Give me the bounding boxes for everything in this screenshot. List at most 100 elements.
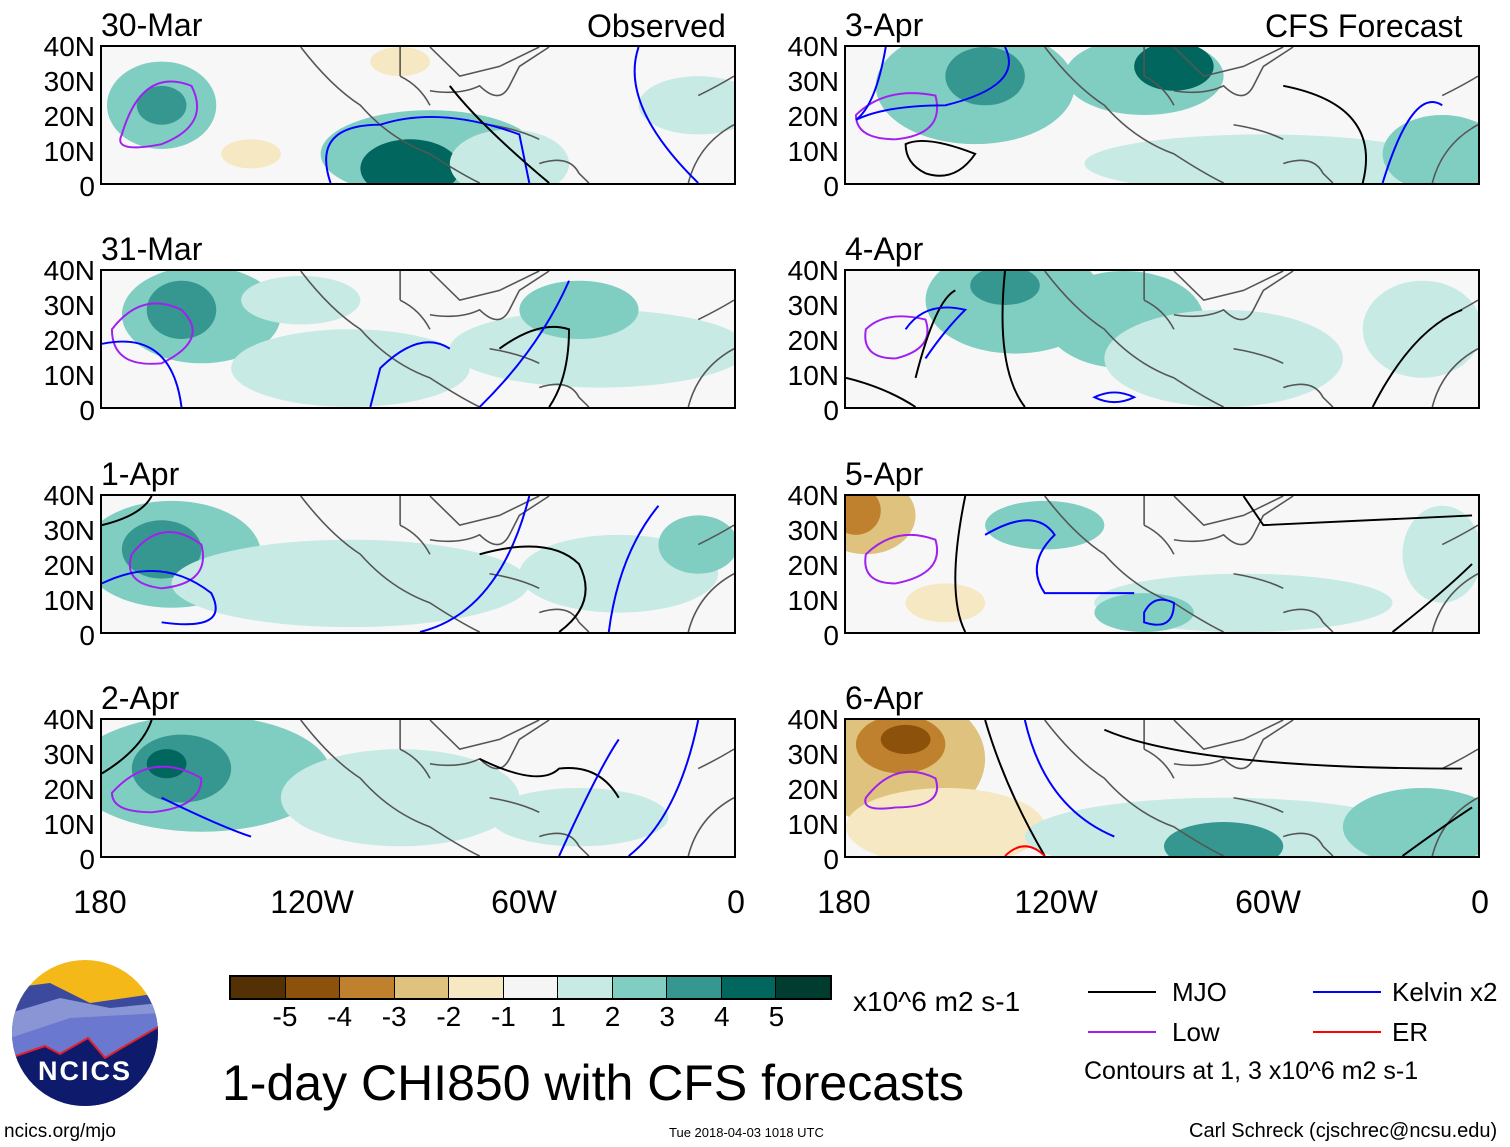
- anomaly-region: [449, 309, 734, 388]
- colorbar-tick-label: -2: [436, 1001, 462, 1032]
- lat-tick-label: 20N: [43, 550, 95, 581]
- contour-line: [102, 496, 153, 527]
- contour-line: [1242, 496, 1473, 527]
- legend-low-line: [1088, 1031, 1156, 1033]
- colorbar-tick-label: -1: [490, 1001, 516, 1032]
- contour-line: [1092, 391, 1137, 404]
- coastline: [1044, 47, 1478, 183]
- figure-title: 1-day CHI850 with CFS forecasts: [222, 1055, 964, 1111]
- lat-tick-label: 30N: [787, 290, 839, 321]
- legend-note: Contours at 1, 3 x10^6 m2 s-1: [1084, 1057, 1419, 1085]
- lat-tick-label: 30N: [43, 739, 95, 770]
- colorbar-swatch: [612, 977, 667, 998]
- map-field: [102, 271, 734, 407]
- lat-tick-label: 40N: [787, 255, 839, 286]
- contour-line: [855, 47, 1010, 121]
- colorbar-tick-label: -4: [327, 1001, 353, 1032]
- colorbar-swatch: [231, 977, 286, 998]
- anomaly-region: [658, 515, 734, 574]
- colorbar-tick-label: 1: [550, 1001, 566, 1032]
- map-panel-30-mar: [100, 45, 736, 185]
- map-field: [846, 720, 1478, 856]
- contour-line: [449, 85, 550, 183]
- contour-line: [1004, 845, 1046, 856]
- colorbar-swatch: [285, 977, 340, 998]
- observed-title: Observed: [587, 8, 726, 44]
- lat-tick-label: 10N: [787, 136, 839, 167]
- lat-tick-label: 0: [79, 171, 95, 202]
- map-panel-6-apr: [844, 718, 1480, 858]
- legend-mjo-line: [1088, 991, 1156, 993]
- lat-tick-label: 10N: [787, 809, 839, 840]
- lat-tick-label: 10N: [43, 136, 95, 167]
- contour-line: [498, 325, 571, 407]
- anomaly-region: [1134, 47, 1214, 91]
- colorbar-swatch: [503, 977, 558, 998]
- legend-low-label: Low: [1172, 1017, 1220, 1047]
- legend-kelvin-line: [1313, 991, 1381, 993]
- contour-line: [854, 92, 938, 141]
- contour-line: [478, 280, 570, 407]
- map-field: [106, 47, 734, 183]
- legend-mjo-label: MJO: [1172, 977, 1227, 1007]
- contour-line: [914, 289, 956, 379]
- map-field: [854, 47, 1478, 183]
- contour-line: [864, 533, 938, 585]
- colorbar-swatch: [721, 977, 776, 998]
- colorbar-swatch: [449, 977, 504, 998]
- colorbar-tick-label: 4: [714, 1001, 730, 1032]
- lat-tick-label: 0: [79, 620, 95, 651]
- coastline: [300, 271, 734, 407]
- anomaly-region: [970, 271, 1040, 305]
- colorbar-tick-label: 2: [604, 1001, 621, 1032]
- credit: Carl Schreck (cjschrec@ncsu.edu): [1189, 1120, 1498, 1142]
- lat-tick-label: 40N: [787, 704, 839, 735]
- contour-line: [864, 770, 938, 810]
- lat-tick-label: 10N: [787, 360, 839, 391]
- lat-tick-label: 0: [79, 844, 95, 875]
- colorbar-swatch: [394, 977, 449, 998]
- lat-tick-label: 30N: [787, 515, 839, 546]
- colorbar-swatch: [340, 977, 395, 998]
- colorbar-swatch: [558, 977, 613, 998]
- lat-tick-label: 10N: [43, 809, 95, 840]
- anomaly-region: [360, 139, 460, 183]
- anomaly-region: [171, 539, 530, 628]
- coastline: [300, 47, 734, 183]
- timestamp: Tue 2018-04-03 1018 UTC: [669, 1125, 824, 1140]
- lat-tick-label: 40N: [43, 480, 95, 511]
- lat-tick-label: 40N: [43, 255, 95, 286]
- map-field: [846, 496, 1478, 632]
- contour-line: [607, 505, 660, 632]
- anomaly-region: [1104, 309, 1343, 407]
- colorbar-tick-label: -5: [272, 1001, 298, 1032]
- lat-tick-label: 10N: [43, 585, 95, 616]
- map-panel-4-apr: [844, 269, 1480, 409]
- contour-line: [846, 376, 917, 407]
- colorbar-tick-label: 5: [768, 1001, 785, 1032]
- legend-er-line: [1313, 1031, 1381, 1033]
- contour-line: [984, 519, 1135, 595]
- site-link[interactable]: ncics.org/mjo: [4, 1121, 116, 1142]
- contour-line: [1001, 271, 1026, 407]
- contour-line: [1371, 308, 1463, 407]
- anomaly-region: [221, 139, 281, 169]
- contour-line: [119, 80, 199, 149]
- panel-date-label: 3-Apr: [845, 7, 924, 43]
- anomaly-region: [1402, 505, 1478, 603]
- colorbar-tick-label: -3: [381, 1001, 407, 1032]
- lat-tick-label: 30N: [787, 66, 839, 97]
- panel-date-label: 6-Apr: [845, 680, 924, 716]
- contour-line: [102, 340, 183, 407]
- lat-tick-label: 10N: [787, 585, 839, 616]
- panel-date-label: 2-Apr: [101, 680, 180, 716]
- contour-line: [1401, 806, 1473, 856]
- lat-tick-label: 30N: [787, 739, 839, 770]
- anomaly-region: [449, 129, 570, 183]
- legend-er-label: ER: [1392, 1017, 1429, 1047]
- anomaly-region: [846, 496, 881, 535]
- anomaly-region: [241, 275, 361, 325]
- lon-tick-label: 60W: [491, 884, 557, 920]
- lat-tick-label: 30N: [43, 66, 95, 97]
- lat-tick-label: 30N: [43, 290, 95, 321]
